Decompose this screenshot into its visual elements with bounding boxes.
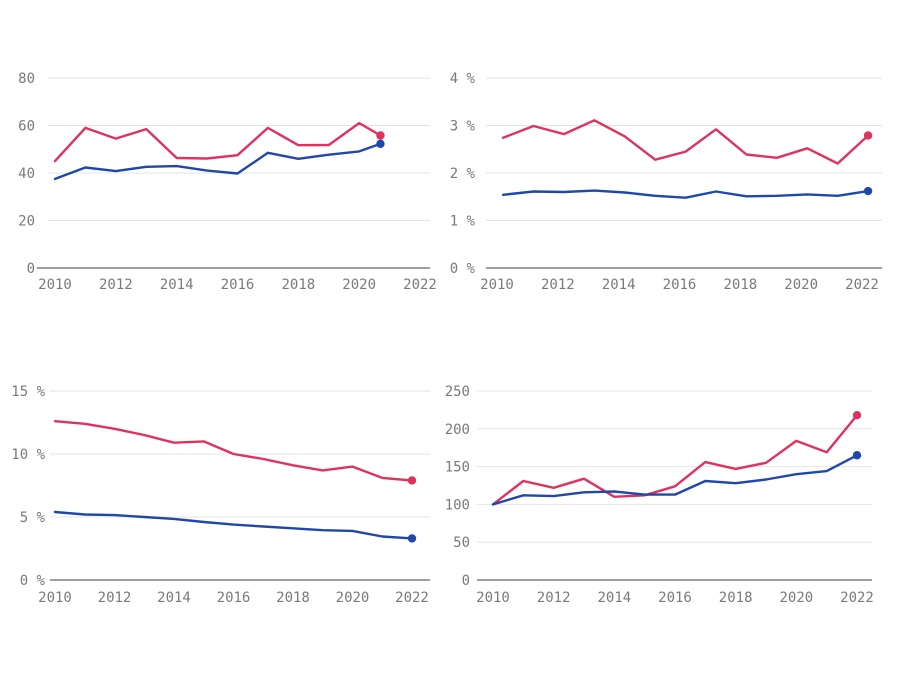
y-tick-label: 150: [445, 460, 470, 476]
x-tick-label: 2018: [723, 277, 757, 293]
x-tick-label: 2022: [395, 590, 429, 606]
x-tick-label: 2018: [276, 590, 310, 606]
x-tick-label: 2020: [336, 590, 370, 606]
x-tick-label: 2012: [537, 590, 571, 606]
series-end-marker: [407, 476, 417, 485]
y-tick-label: 80: [18, 71, 35, 87]
x-tick-label: 2014: [597, 590, 631, 606]
x-tick-label: 2016: [663, 277, 697, 293]
y-tick-label: 15 %: [11, 384, 45, 400]
y-tick-label: 250: [445, 384, 470, 400]
x-tick-label: 2022: [840, 590, 874, 606]
series-end-marker: [852, 410, 862, 420]
series-end-marker: [852, 451, 862, 460]
x-tick-label: 2020: [342, 277, 376, 293]
series-end-marker: [376, 131, 385, 140]
series-line-pink: [491, 414, 859, 506]
series-line-blue: [53, 142, 382, 181]
x-tick-label: 2018: [281, 277, 315, 293]
x-tick-label: 2014: [157, 590, 191, 606]
y-tick-label: 50: [453, 535, 470, 551]
x-tick-label: 2010: [480, 277, 514, 293]
series-line-blue: [491, 454, 859, 506]
y-tick-label: 0 %: [20, 573, 46, 589]
x-tick-label: 2018: [719, 590, 753, 606]
x-tick-label: 2020: [784, 277, 818, 293]
y-tick-label: 100: [445, 497, 470, 513]
series-line-blue: [501, 189, 870, 199]
x-tick-label: 2010: [38, 277, 72, 293]
series-line-pink: [501, 119, 870, 165]
chart-panel-top-left: 0 20 40 60 80 2010 2012 2014 2016 2018 2020 2022: [18, 71, 437, 293]
series-line-pink: [53, 420, 414, 482]
y-tick-label: 4 %: [450, 71, 476, 87]
series-line-blue: [53, 510, 414, 540]
y-tick-label: 40: [18, 166, 35, 182]
chart-panel-bottom-left: 0 % 5 % 10 % 15 % 2010 2012 2014 2016 2018 2020 20…: [11, 384, 430, 606]
y-tick-label: 0: [462, 573, 470, 589]
x-tick-label: 2010: [38, 590, 72, 606]
x-tick-label: 2020: [779, 590, 813, 606]
series-line-pink: [53, 121, 382, 163]
y-tick-label: 10 %: [11, 447, 45, 463]
x-tick-label: 2016: [221, 277, 255, 293]
x-tick-label: 2016: [217, 590, 251, 606]
x-tick-label: 2012: [99, 277, 133, 293]
x-tick-label: 2014: [602, 277, 636, 293]
y-tick-label: 60: [18, 119, 35, 135]
y-tick-label: 3 %: [450, 119, 476, 135]
x-tick-label: 2016: [658, 590, 692, 606]
y-tick-label: 0 %: [450, 261, 476, 277]
chart-panel-top-right: 0 % 1 % 2 % 3 % 4 % 2010 2012 2014 2016 2018 2020 2…: [450, 71, 882, 293]
x-tick-label: 2010: [476, 590, 510, 606]
y-tick-label: 1 %: [450, 214, 476, 230]
x-tick-label: 2014: [160, 277, 194, 293]
chart-panel-bottom-right: 0 50 100 150 200 250 2010 2012 2014 2016 2018 2020 2…: [445, 384, 874, 606]
x-tick-label: 2012: [541, 277, 575, 293]
y-tick-label: 2 %: [450, 166, 476, 182]
series-end-marker: [863, 131, 873, 140]
y-tick-label: 5 %: [20, 510, 46, 526]
y-tick-label: 200: [445, 422, 470, 438]
x-tick-label: 2012: [98, 590, 132, 606]
y-tick-label: 20: [18, 214, 35, 230]
x-tick-label: 2022: [403, 277, 437, 293]
series-end-marker: [376, 139, 385, 148]
series-end-marker: [863, 186, 873, 196]
series-end-marker: [407, 534, 417, 543]
x-tick-label: 2022: [845, 277, 879, 293]
y-tick-label: 0: [27, 261, 35, 277]
